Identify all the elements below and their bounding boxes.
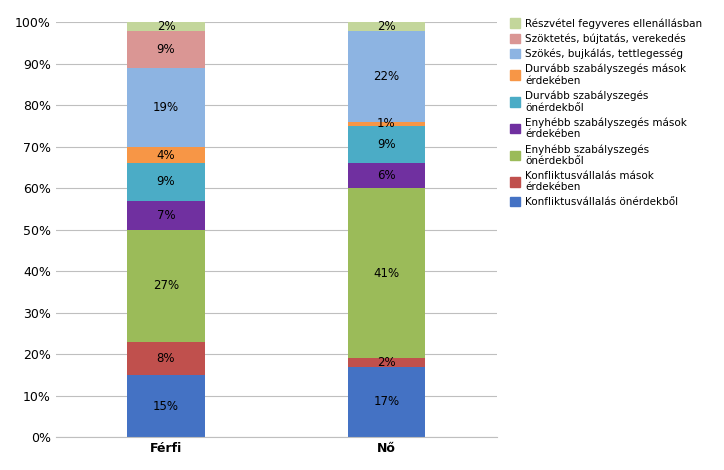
Text: 15%: 15% <box>153 400 179 413</box>
Text: 8%: 8% <box>156 352 175 365</box>
Bar <box>348 188 425 358</box>
Bar <box>127 230 205 342</box>
Bar <box>127 147 205 163</box>
Text: 6%: 6% <box>377 169 396 182</box>
Bar <box>127 68 205 147</box>
Text: 9%: 9% <box>156 43 175 56</box>
Legend: Részvétel fegyveres ellenállásban, Szöktetés, bújtatás, verekedés, Szökés, bujká: Részvétel fegyveres ellenállásban, Szökt… <box>505 14 707 212</box>
Bar <box>348 367 425 437</box>
Text: 22%: 22% <box>374 70 400 83</box>
Text: 9%: 9% <box>377 138 396 151</box>
Bar <box>348 163 425 188</box>
Bar <box>127 163 205 201</box>
Bar <box>127 342 205 375</box>
Text: 2%: 2% <box>377 356 396 369</box>
Bar <box>127 22 205 31</box>
Text: 17%: 17% <box>374 395 400 408</box>
Bar <box>348 126 425 163</box>
Text: 9%: 9% <box>156 175 175 188</box>
Text: 41%: 41% <box>374 267 400 280</box>
Text: 2%: 2% <box>377 20 396 33</box>
Text: 7%: 7% <box>156 209 175 222</box>
Bar <box>348 22 425 31</box>
Text: 1%: 1% <box>377 118 396 130</box>
Bar <box>127 375 205 437</box>
Text: 4%: 4% <box>156 149 175 162</box>
Text: 2%: 2% <box>156 20 175 33</box>
Bar <box>127 201 205 230</box>
Bar <box>348 31 425 122</box>
Text: 19%: 19% <box>153 101 179 114</box>
Bar <box>127 31 205 68</box>
Bar <box>348 358 425 367</box>
Text: 27%: 27% <box>153 279 179 292</box>
Bar <box>348 122 425 126</box>
